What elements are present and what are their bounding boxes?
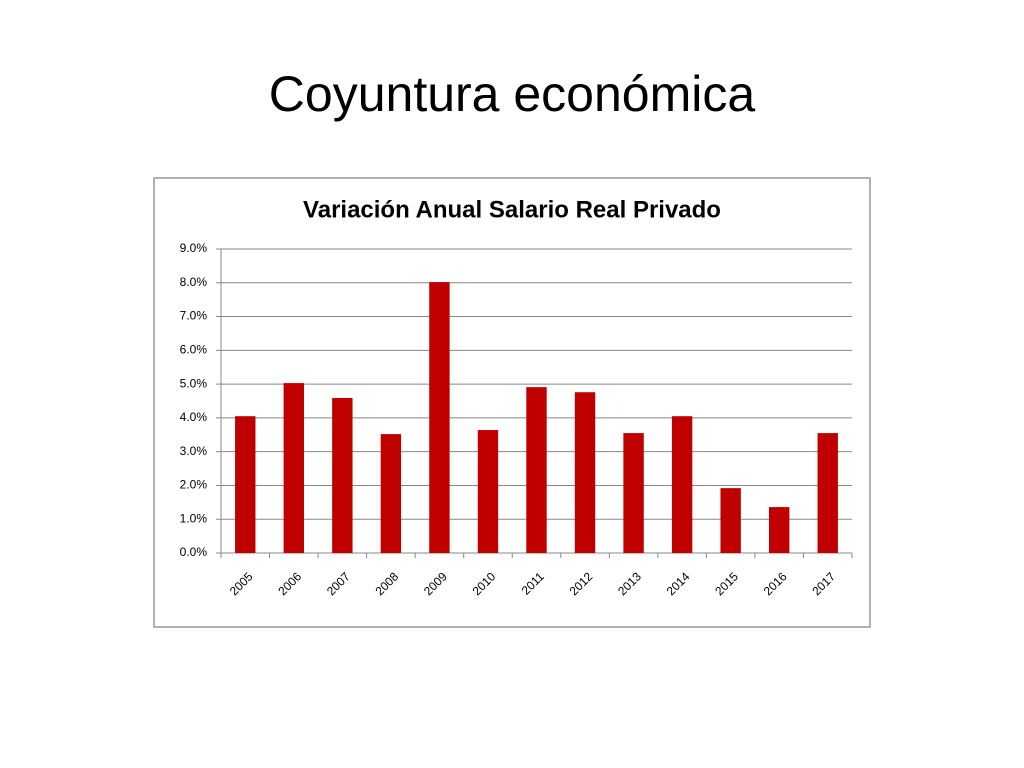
bar [332, 397, 353, 553]
bar [574, 392, 596, 553]
chart-title: Variación Anual Salario Real Privado [303, 196, 721, 223]
bar [283, 383, 305, 553]
bar [817, 433, 838, 553]
y-tick-label: 9.0% [180, 241, 208, 255]
y-tick-label: 8.0% [180, 275, 208, 289]
bar [235, 416, 256, 553]
y-tick-label: 3.0% [180, 444, 208, 458]
bar [768, 507, 790, 553]
y-tick-label: 2.0% [180, 478, 208, 492]
y-tick-label: 7.0% [180, 309, 208, 323]
bar [671, 416, 693, 553]
y-tick-label: 4.0% [180, 410, 208, 424]
y-tick-label: 5.0% [180, 376, 208, 390]
chart-frame [153, 177, 871, 628]
bar [477, 430, 499, 553]
y-tick-label: 6.0% [180, 343, 208, 357]
bar [623, 433, 644, 553]
bar [526, 387, 547, 553]
y-tick-label: 0.0% [180, 545, 208, 559]
bar [380, 434, 402, 553]
bar [429, 282, 450, 553]
bar [720, 488, 741, 553]
y-tick-label: 1.0% [180, 511, 208, 525]
slide-title: Coyuntura económica [269, 66, 756, 122]
